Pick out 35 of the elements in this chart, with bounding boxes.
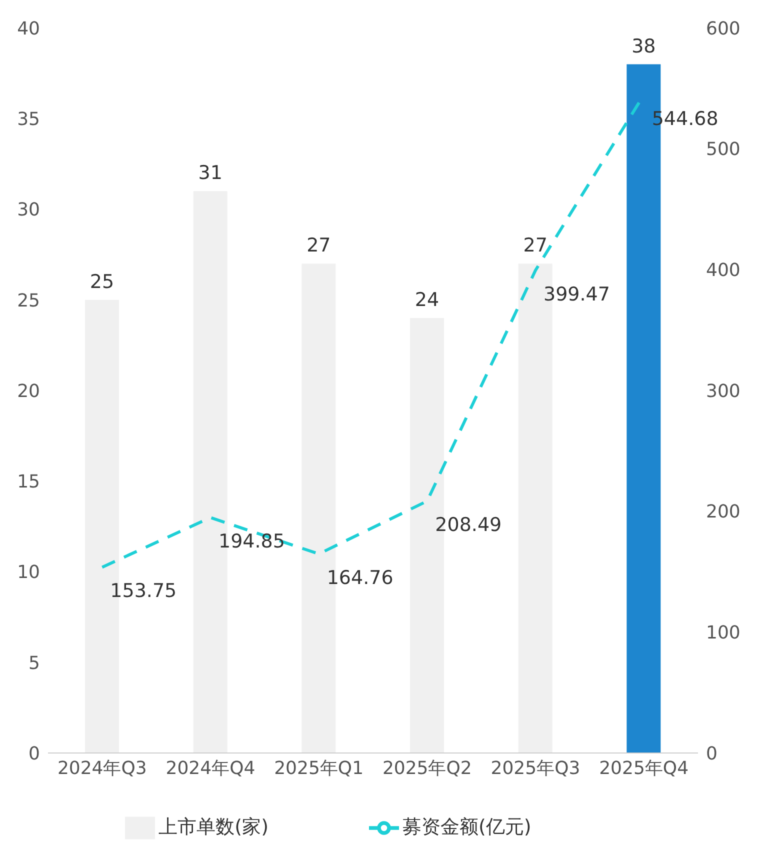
x-tick-label: 2025年Q2 [382, 758, 472, 779]
y2-tick-label: 400 [706, 260, 740, 282]
data-label: 24 [414, 289, 440, 311]
x-tick-label: 2025年Q4 [599, 758, 689, 779]
y2-tick-label: 500 [706, 139, 740, 160]
y2-tick-label: 300 [706, 380, 740, 402]
y-tick-label: 5 [28, 652, 40, 674]
data-label: 399.47 [544, 283, 610, 306]
y-tick-label: 15 [17, 472, 40, 493]
data-label: 27 [306, 234, 331, 257]
legend-label: 上市单数(家) [158, 816, 268, 838]
y-tick-label: 10 [17, 562, 40, 584]
x-tick-label: 2025年Q1 [274, 758, 364, 779]
y-tick-label: 0 [28, 743, 40, 764]
data-label: 27 [523, 234, 548, 257]
legend-label: 募资金额(亿元) [402, 816, 532, 838]
data-label: 194.85 [218, 530, 285, 553]
y2-tick-label: 0 [706, 743, 718, 764]
y-tick-label: 30 [17, 200, 40, 221]
y2-tick-label: 200 [706, 502, 740, 523]
y-tick-label: 35 [17, 109, 40, 130]
data-label: 164.76 [326, 566, 394, 589]
y-tick-label: 20 [17, 380, 40, 402]
data-label: 25 [90, 270, 114, 293]
data-label: 38 [632, 35, 656, 58]
y2-tick-label: 600 [706, 18, 740, 40]
x-tick-label: 2024年Q3 [57, 758, 147, 779]
x-tick-label: 2024年Q4 [166, 758, 256, 779]
y2-tick-label: 100 [706, 622, 740, 644]
data-label: 31 [198, 162, 222, 184]
data-label: 153.75 [110, 580, 177, 602]
y-tick-label: 40 [17, 18, 40, 40]
data-label: 208.49 [435, 514, 502, 536]
y-tick-label: 25 [17, 290, 40, 312]
x-tick-label: 2025年Q3 [490, 758, 580, 779]
